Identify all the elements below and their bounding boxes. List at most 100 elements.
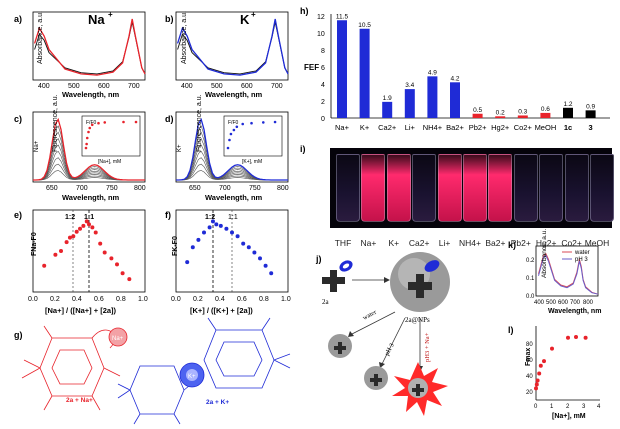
panel-a: a) Na + Absorbance, a.u. Wavelength, nm … — [14, 10, 146, 99]
panel-e-xtick-3: 0.6 — [94, 296, 104, 303]
panel-h-letter: h) — [300, 6, 309, 16]
f-point-8 — [224, 226, 229, 231]
panel-b-xtick-1: 500 — [211, 83, 223, 90]
panel-l-xtick-4: 4 — [597, 404, 601, 410]
d-inset-point-8 — [273, 120, 277, 124]
panel-h-ytick-3: 6 — [321, 65, 325, 72]
panel-g-label-na: 2a + Na+ — [66, 397, 93, 404]
d-inset-point-2 — [229, 132, 233, 136]
bar-0 — [337, 20, 347, 118]
l-point-8 — [574, 335, 578, 339]
bar-category-label-2: Ca2+ — [378, 123, 397, 132]
panel-e-guide2-label: 1:1 — [84, 214, 94, 221]
nanoparticle-water-molecule — [334, 342, 346, 354]
vial-8 — [539, 154, 564, 222]
l-point-3 — [537, 371, 542, 376]
bar-6 — [472, 113, 483, 118]
panel-c-curves — [33, 117, 145, 181]
legend-water-label: water — [574, 250, 590, 256]
panel-c-xtick-1: 700 — [76, 185, 88, 192]
bar-2 — [382, 101, 393, 118]
panel-a-letter: a) — [14, 14, 22, 24]
vial-label-6: Ba2+ — [485, 238, 506, 248]
vial-7 — [513, 154, 538, 222]
f-point-10 — [235, 234, 240, 239]
panel-d-letter: d) — [165, 114, 174, 124]
f-point-11 — [241, 241, 246, 246]
f-point-7 — [218, 223, 223, 228]
panel-e-xtick-5: 1.0 — [138, 296, 148, 303]
panel-d-inset-points — [226, 120, 277, 150]
arrow-water-label: water — [362, 308, 379, 321]
panel-f-xtick-1: 0.2 — [193, 296, 203, 303]
panel-k-ytick-1: 0.1 — [526, 276, 535, 282]
l-point-9 — [583, 335, 588, 340]
e-point-5 — [71, 234, 76, 239]
k-ion-bubble-label: K+ — [188, 374, 196, 380]
bar-category-label-1: K+ — [360, 123, 370, 132]
panel-f-guide1-label: 1:2 — [205, 214, 215, 221]
panel-k-xlabel: Wavelength, nm — [548, 308, 601, 315]
a-series-0 — [34, 22, 146, 75]
e-point-15 — [109, 256, 114, 261]
panel-b-ion-sup: + — [251, 10, 256, 19]
panel-a-frame — [32, 11, 146, 81]
panel-e-points — [42, 219, 132, 282]
panel-d: d) K+ F/F0 [K+], mM Fluorescence, a.u. W… — [165, 94, 289, 202]
bar-value-label-9: 0.6 — [541, 106, 550, 113]
panel-l-xtick-2: 2 — [566, 404, 570, 410]
f-point-4 — [207, 225, 212, 230]
panel-h-bars: 11.5 Na+ 10.5 K+ 1.9 Ca2+ 3.4 Li+ 4.9 NH4+ 4.2 Ba2+… — [335, 13, 596, 132]
panel-b-xtick-2: 600 — [241, 83, 253, 90]
f-point-9 — [230, 230, 234, 235]
panel-l-ytick-1: 40 — [526, 374, 533, 380]
bar-5 — [450, 82, 460, 118]
vial-label-1: Na+ — [360, 238, 377, 248]
e-point-16 — [115, 262, 119, 267]
panel-e-xtick-4: 0.8 — [116, 296, 126, 303]
bar-value-label-7: 0.2 — [496, 109, 505, 116]
panel-h-ytick-2: 4 — [321, 82, 325, 89]
panel-a-ion-sup: + — [108, 10, 113, 19]
bar-category-label-3: Li+ — [405, 123, 416, 132]
f-point-12 — [246, 245, 251, 250]
panel-d-inset-xlabel: [K+], mM — [242, 159, 262, 165]
e-point-12 — [93, 230, 98, 235]
e-point-9 — [84, 219, 89, 224]
c-inset-point-8 — [122, 120, 125, 124]
panel-k-ylabel: Absorbance, a.u. — [541, 229, 548, 278]
d-inset-point-5 — [241, 122, 245, 126]
bar-value-label-10: 1.2 — [563, 101, 572, 108]
legend-ph3-label: pH 3 — [575, 257, 588, 263]
d-inset-point-7 — [261, 121, 265, 124]
vial-label-9: Co2+ — [561, 238, 582, 248]
panel-l-points — [534, 335, 588, 391]
c-inset-point-0 — [84, 146, 88, 150]
plot-d-trace-8 — [176, 117, 288, 181]
panel-e-xtick-0: 0.0 — [28, 296, 38, 303]
panel-a-ylabel: Absorbance, a.u. — [37, 11, 44, 64]
panel-d-xtick-1: 700 — [219, 185, 231, 192]
b-series-0 — [177, 22, 289, 75]
panel-f-xtick-2: 0.4 — [215, 296, 225, 303]
panel-a-xlabel: Wavelength, nm — [62, 90, 120, 99]
panel-e-letter: e) — [14, 210, 22, 220]
panel-l-ytick-2: 60 — [526, 358, 533, 364]
panel-h-ytick-1: 2 — [321, 99, 325, 106]
panel-d-ylabel: Fluorescence, a.u. — [196, 94, 203, 152]
f-point-15 — [263, 263, 268, 268]
panel-l: l) Fmax [Na+], mM 20 40 60 80 0 1 2 3 4 — [508, 325, 601, 420]
vial-0 — [336, 154, 360, 222]
vial-photo — [330, 148, 614, 228]
bar-9 — [540, 112, 551, 118]
panel-f-ylabel: FK-F0 — [172, 236, 179, 256]
vial-label-4: Li+ — [438, 238, 451, 248]
panel-d-frame — [175, 111, 289, 183]
arrow-water — [351, 311, 396, 335]
na-ion-bubble-label: Na+ — [112, 336, 124, 342]
na-ion-bubble — [108, 327, 128, 347]
panel-h-ytick-6: 12 — [317, 14, 325, 21]
bar-category-label-9: MeOH — [535, 123, 557, 132]
panel-k-xtick-1: 500 — [546, 300, 557, 306]
bar-value-label-6: 0.5 — [473, 107, 482, 114]
